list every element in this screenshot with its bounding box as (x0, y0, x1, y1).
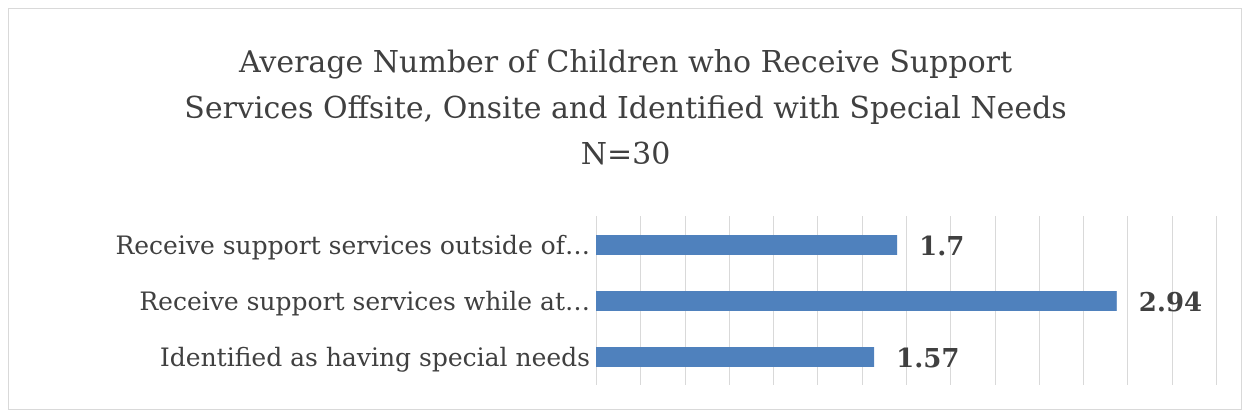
category-label: Receive support services outside of… (115, 231, 590, 260)
chart-title-line-1: Average Number of Children who Receive S… (238, 45, 1013, 80)
bar (596, 291, 1117, 311)
data-label: 1.7 (919, 232, 964, 262)
data-label: 2.94 (1139, 288, 1202, 318)
bar (596, 235, 898, 255)
bar (596, 347, 875, 367)
category-label: Receive support services while at… (139, 287, 590, 316)
chart-title: Average Number of Children who Receive S… (0, 40, 1251, 178)
category-label: Identified as having special needs (160, 343, 590, 372)
chart-frame (8, 8, 1242, 410)
chart-title-line-3: N=30 (580, 137, 671, 172)
chart-title-line-2: Services Offsite, Onsite and Identified … (184, 91, 1067, 126)
data-label: 1.57 (896, 344, 959, 374)
